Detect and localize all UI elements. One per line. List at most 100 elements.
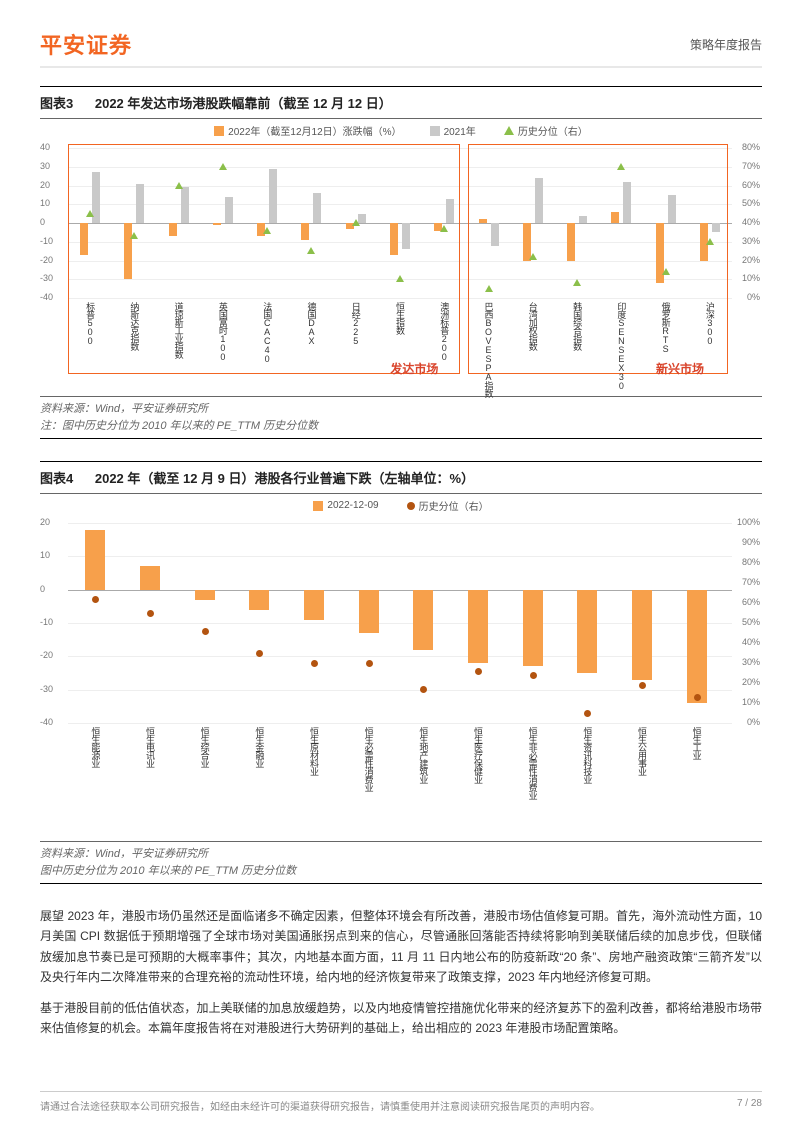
chart4-bar	[413, 590, 433, 650]
chart4-title-row: 图表4 2022 年（截至 12 月 9 日）港股各行业普遍下跌（左轴单位：%）	[40, 461, 762, 494]
chart4-title: 2022 年（截至 12 月 9 日）港股各行业普遍下跌（左轴单位：%）	[95, 468, 474, 487]
chart3-legend-2022-text: 2022年（截至12月12日）涨跌幅（%）	[228, 123, 401, 138]
chart4-xlabel: 恒生必需性消费业	[363, 727, 376, 791]
chart3-ytick-l: -20	[40, 255, 53, 265]
para-2: 基于港股目前的低估值状态，加上美联储的加息放缓趋势，以及内地疫情管控措施优化带来…	[40, 998, 762, 1039]
para-1: 展望 2023 年，港股市场仍虽然还是面临诸多不确定因素，但整体环境会有所改善，…	[40, 906, 762, 988]
chart4-ytick-r: 60%	[742, 597, 760, 607]
chart4-ytick-l: 10	[40, 550, 50, 560]
chart4-label: 图表4	[40, 468, 73, 487]
chart4-bar	[468, 590, 488, 663]
chart3-legend-hist-text: 历史分位（右）	[518, 123, 588, 138]
chart4-xlabel: 恒生地产建筑业	[417, 727, 430, 783]
chart3-legend: 2022年（截至12月12日）涨跌幅（%） 2021年 历史分位（右）	[40, 119, 762, 142]
chart4-hist-dot	[366, 660, 373, 667]
chart3-xlabel: 标普500	[84, 302, 97, 345]
chart3-ytick-l: 30	[40, 161, 50, 171]
chart3-xlabel: 韩国综合指数	[571, 302, 584, 350]
chart3-ytick-r: 60%	[742, 180, 760, 190]
chart3-xlabel: 恒生指数	[394, 302, 407, 334]
chart3-source-block: 资料来源：Wind，平安证券研究所 注：图中历史分位为 2010 年以来的 PE…	[40, 396, 762, 439]
chart4-ytick-r: 100%	[737, 517, 760, 527]
swatch-orange	[214, 126, 224, 136]
chart3-ytick-l: 10	[40, 198, 50, 208]
chart3-note: 注：图中历史分位为 2010 年以来的 PE_TTM 历史分位数	[40, 418, 762, 435]
chart4-hist-dot	[639, 682, 646, 689]
chart4-plot: -40-30-20-10010200%10%20%30%40%50%60%70%…	[40, 523, 760, 723]
chart4-bar	[195, 590, 215, 600]
chart3-xlabel: 道琼斯工业指数	[173, 302, 186, 358]
chart4-xlabel: 恒生电讯业	[144, 727, 157, 767]
chart4-hist-dot	[475, 668, 482, 675]
chart4-bar	[523, 590, 543, 667]
chart4-bar	[85, 530, 105, 590]
chart4-ytick-l: -30	[40, 684, 53, 694]
chart3-legend-2021-text: 2021年	[444, 123, 476, 138]
chart3-ytick-r: 70%	[742, 161, 760, 171]
chart4-bar	[249, 590, 269, 610]
footer-page: 7 / 28	[737, 1098, 762, 1113]
chart3-title: 2022 年发达市场港股跌幅靠前（截至 12 月 12 日）	[95, 93, 392, 112]
chart3-xlabel: 印度SENSEX30	[615, 302, 628, 390]
chart4-xlabel: 恒生原材料业	[308, 727, 321, 775]
swatch-triangle	[504, 126, 514, 135]
swatch-dot	[407, 502, 415, 510]
chart4-bar	[359, 590, 379, 633]
chart3-plot: -40-30-20-100102030400%10%20%30%40%50%60…	[40, 148, 760, 298]
chart4-xlabel: 恒生非必需性消费业	[527, 727, 540, 799]
chart4-legend: 2022-12-09 历史分位（右）	[40, 494, 762, 517]
chart4-hist-dot	[420, 686, 427, 693]
chart4-legend-dot: 历史分位（右）	[407, 498, 489, 513]
chart4-ytick-r: 20%	[742, 677, 760, 687]
chart3-ytick-r: 20%	[742, 255, 760, 265]
chart4-hist-dot	[311, 660, 318, 667]
page-footer: 请通过合法途径获取本公司研究报告，如经由未经许可的渠道获得研究报告，请慎重使用并…	[40, 1091, 762, 1113]
chart4-hist-dot	[147, 610, 154, 617]
chart4-canvas: -40-30-20-10010200%10%20%30%40%50%60%70%…	[40, 523, 762, 833]
chart4-hist-dot	[92, 596, 99, 603]
chart3-xlabel: 澳洲标普200	[438, 302, 451, 361]
chart3-xlabel: 巴西BOVESPA指数	[483, 302, 496, 397]
chart3-ytick-l: 40	[40, 142, 50, 152]
chart4-ytick-r: 90%	[742, 537, 760, 547]
chart4-xlabel: 恒生金融业	[253, 727, 266, 767]
chart4-ytick-r: 80%	[742, 557, 760, 567]
chart4-ytick-r: 30%	[742, 657, 760, 667]
chart4-bar	[577, 590, 597, 673]
chart4-ytick-l: -20	[40, 650, 53, 660]
chart3-ytick-r: 30%	[742, 236, 760, 246]
chart4-ytick-r: 70%	[742, 577, 760, 587]
chart4-xlabel: 恒生医疗保健业	[472, 727, 485, 783]
chart4-ytick-r: 50%	[742, 617, 760, 627]
body-text: 展望 2023 年，港股市场仍虽然还是面临诸多不确定因素，但整体环境会有所改善，…	[40, 906, 762, 1038]
chart4-bar	[687, 590, 707, 703]
chart4-source: 资料来源：Wind，平安证券研究所	[40, 846, 762, 863]
footer-disclaimer: 请通过合法途径获取本公司研究报告，如经由未经许可的渠道获得研究报告，请慎重使用并…	[40, 1098, 600, 1113]
chart4-ytick-l: 20	[40, 517, 50, 527]
chart3-ytick-r: 50%	[742, 198, 760, 208]
chart3-block: 图表3 2022 年发达市场港股跌幅靠前（截至 12 月 12 日） 2022年…	[40, 86, 762, 439]
logo: 平安证券	[40, 28, 132, 60]
chart3-group-emerging-label: 新兴市场	[656, 360, 704, 377]
chart4-xlabel: 恒生工业	[691, 727, 704, 759]
chart4-xlabel: 恒生能源业	[89, 727, 102, 767]
chart4-legend-dot-text: 历史分位（右）	[419, 498, 489, 513]
chart4-ytick-r: 40%	[742, 637, 760, 647]
chart3-xlabel: 德国DAX	[305, 302, 318, 345]
chart3-ytick-l: -10	[40, 236, 53, 246]
chart4-bar	[304, 590, 324, 620]
chart3-ytick-r: 10%	[742, 273, 760, 283]
chart3-xlabel: 纳斯达克指数	[128, 302, 141, 350]
chart3-legend-2022: 2022年（截至12月12日）涨跌幅（%）	[214, 123, 401, 138]
chart4-block: 图表4 2022 年（截至 12 月 9 日）港股各行业普遍下跌（左轴单位：%）…	[40, 461, 762, 884]
chart3-source: 资料来源：Wind，平安证券研究所	[40, 401, 762, 418]
chart3-xlabel: 沪深300	[704, 302, 717, 345]
chart4-source-block: 资料来源：Wind，平安证券研究所 图中历史分位为 2010 年以来的 PE_T…	[40, 841, 762, 884]
chart4-hist-dot	[530, 672, 537, 679]
chart4-xlabel: 恒生公用事业	[636, 727, 649, 775]
chart3-ytick-l: 20	[40, 180, 50, 190]
chart3-legend-hist: 历史分位（右）	[504, 123, 588, 138]
chart4-bar	[140, 566, 160, 589]
chart4-note: 图中历史分位为 2010 年以来的 PE_TTM 历史分位数	[40, 863, 762, 880]
chart3-xlabel: 英国富时100	[217, 302, 230, 361]
